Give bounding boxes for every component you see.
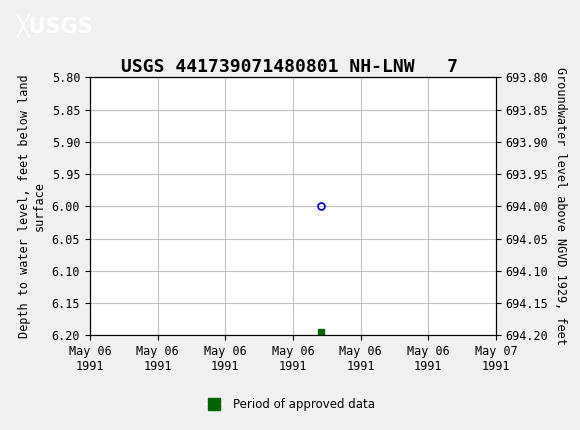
Text: USGS 441739071480801 NH-LNW   7: USGS 441739071480801 NH-LNW 7 — [121, 58, 459, 76]
Text: ╳USGS: ╳USGS — [17, 13, 94, 38]
Legend: Period of approved data: Period of approved data — [201, 393, 379, 415]
Y-axis label: Depth to water level, feet below land
surface: Depth to water level, feet below land su… — [18, 74, 46, 338]
Y-axis label: Groundwater level above NGVD 1929, feet: Groundwater level above NGVD 1929, feet — [554, 68, 567, 345]
